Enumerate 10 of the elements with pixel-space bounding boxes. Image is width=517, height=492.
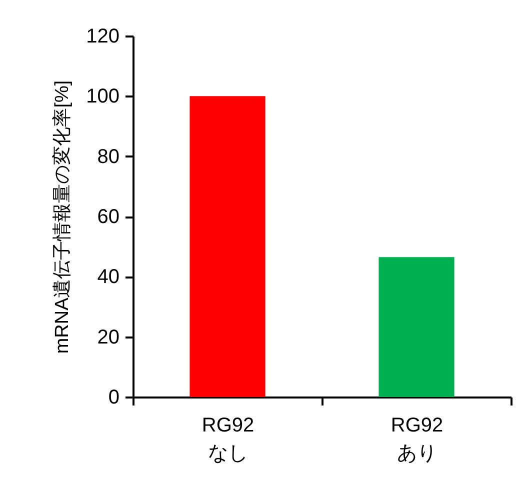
y-axis-title: mRNA遺伝子情報量の変化率[%]: [51, 80, 74, 354]
y-tick-label: 80: [97, 146, 120, 168]
x-tick-label: RG92 あり: [390, 414, 444, 464]
y-tick-label: 40: [97, 266, 120, 288]
y-tick-label: 60: [97, 206, 120, 228]
y-tick-label: 20: [97, 326, 120, 348]
y-tick-label: 0: [108, 386, 120, 408]
x-tick-label: RG92 なし: [202, 414, 254, 464]
y-tick-label: 120: [86, 26, 120, 48]
y-tick-label: 100: [86, 86, 120, 108]
